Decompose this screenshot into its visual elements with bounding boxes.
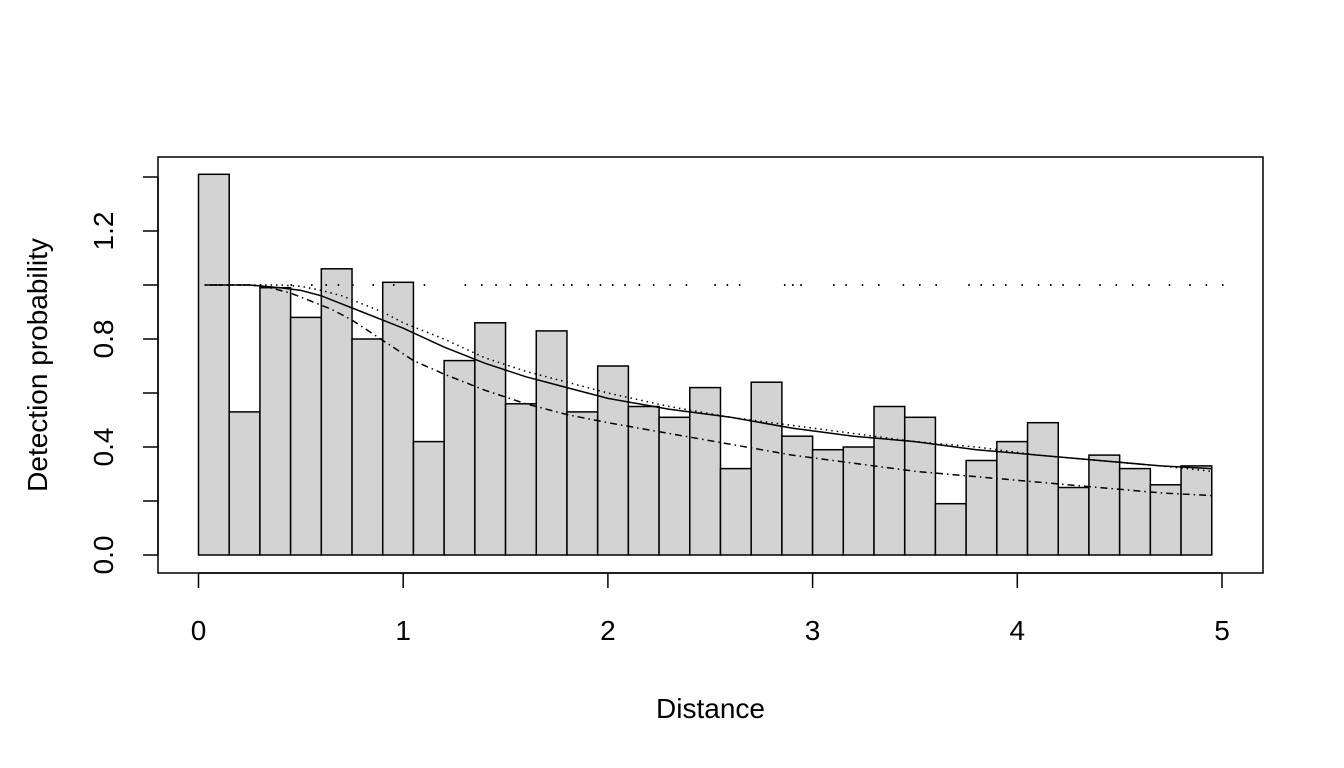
x-axis-title: Distance [656,693,765,724]
x-axis: 0 1 2 3 4 5 [191,572,1230,646]
y-tick-label: 0.8 [88,320,119,359]
histogram-bar [750,381,783,556]
histogram-bar [965,459,998,556]
histogram-bar [474,322,507,556]
histogram-bar [228,411,261,556]
y-tick-label: 0.0 [88,536,119,575]
y-tick-label: 1.2 [88,212,119,251]
histogram-bar [443,359,476,556]
histogram-bar [289,316,323,556]
histogram-bar [504,403,538,556]
histogram-bar [596,365,630,556]
x-tick-label: 3 [805,615,821,646]
histogram-bar [197,173,230,556]
histogram-bar [842,446,875,556]
histogram-bar [934,502,967,556]
x-tick-label: 5 [1214,615,1230,646]
histogram-bar [1180,465,1213,556]
fitted-curve-dashdot [204,284,1212,497]
fitted-curve-dotted [204,284,1212,473]
y-axis-title: Detection probability [22,238,53,492]
histogram-bar [658,416,691,556]
histogram-bar [412,440,445,556]
x-tick-label: 2 [600,615,616,646]
fitted-curves [204,284,1212,497]
histogram-bar [320,268,353,556]
histogram-bar [1026,421,1059,556]
histogram-bar [873,405,906,556]
histogram-bar [351,338,384,556]
histogram-bars [197,173,1213,556]
histogram-bar [719,467,752,556]
histogram-bar [381,281,415,556]
histogram-bar [535,330,568,556]
x-tick-label: 0 [191,615,207,646]
histogram-bar [1149,484,1182,556]
histogram-bar [781,435,814,556]
y-tick-label: 0.4 [88,428,119,467]
histogram-bar [1088,454,1121,556]
histogram-bar [1057,486,1090,556]
x-tick-label: 4 [1010,615,1026,646]
x-tick-label: 1 [395,615,411,646]
histogram-bar [566,411,599,556]
histogram-bar [996,440,1029,556]
histogram-bar [811,448,845,556]
fitted-curve-solid [204,284,1212,470]
histogram-bar [259,286,292,556]
histogram-bar [903,416,937,556]
y-axis: 0.0 0.4 0.8 1.2 [88,176,159,575]
histogram-bar [1118,467,1152,556]
